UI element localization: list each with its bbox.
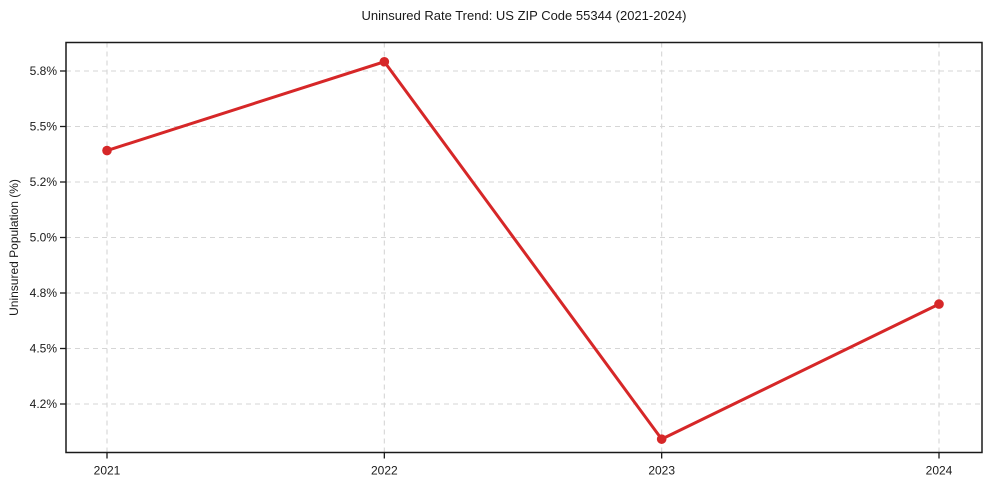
plot-border	[65, 41, 983, 454]
y-tick-label: 4.8%	[30, 286, 58, 300]
y-tick-label: 5.2%	[30, 175, 58, 189]
x-tick-label: 2023	[648, 464, 675, 478]
series-layer	[102, 56, 944, 444]
y-tick-label: 4.2%	[30, 397, 58, 411]
data-point	[102, 145, 112, 156]
axes-layer: 5.8% 5.5% 5.2% 5.0% 4.8% 4.5% 4.2% 2021 2022 2023…	[30, 41, 983, 478]
y-tick-label: 5.8%	[30, 64, 58, 78]
y-tick-label: 4.5%	[30, 342, 58, 356]
data-point	[379, 56, 390, 67]
x-tick-label: 2021	[94, 464, 121, 478]
data-point	[934, 299, 944, 309]
gridlines-layer	[66, 42, 982, 453]
x-tick-label: 2024	[926, 464, 953, 478]
data-point	[656, 434, 667, 444]
y-tick-label: 5.0%	[30, 231, 58, 245]
trend-line	[105, 60, 941, 441]
y-axis-label: Uninsured Population (%)	[7, 179, 21, 316]
x-tick-label: 2022	[371, 464, 398, 478]
y-tick-label: 5.5%	[30, 120, 58, 134]
chart-title: Uninsured Rate Trend: US ZIP Code 55344 …	[362, 8, 687, 23]
